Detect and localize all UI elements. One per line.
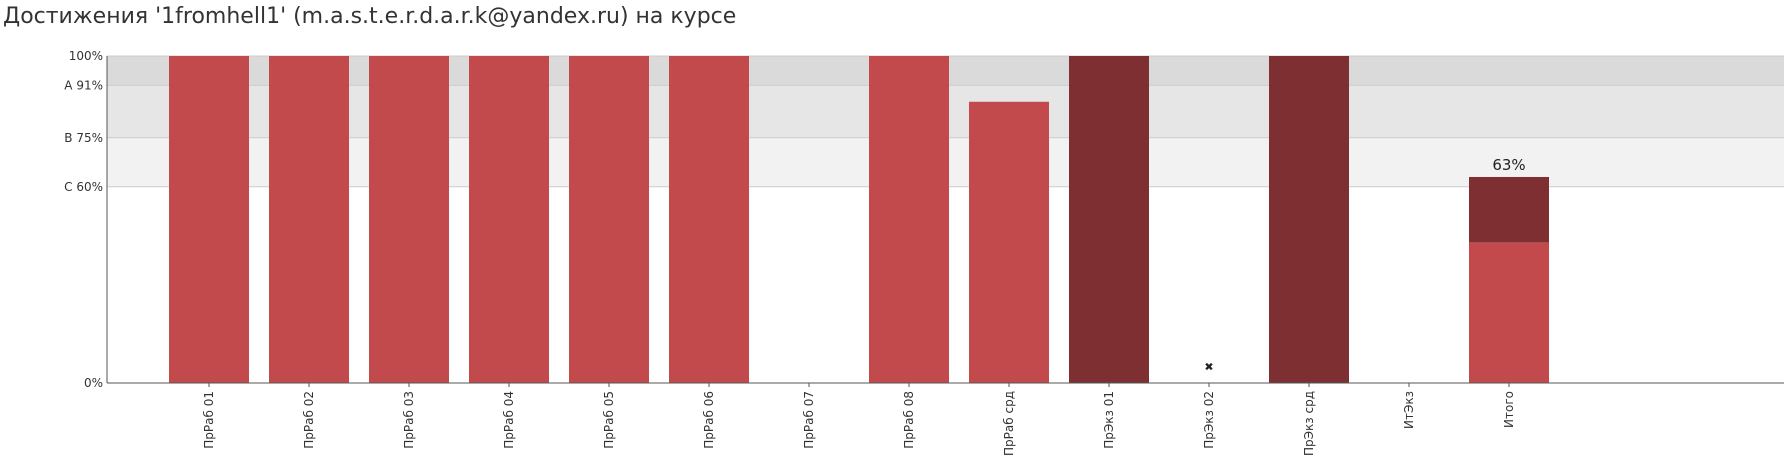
bar bbox=[269, 56, 349, 383]
bar bbox=[1469, 242, 1549, 383]
x-tick-label: Итого bbox=[1502, 391, 1516, 428]
x-tick-label: ИтЭкз bbox=[1402, 391, 1416, 429]
y-tick-label: C 60% bbox=[64, 180, 103, 194]
x-tick-label: ПрЭкз 01 bbox=[1102, 391, 1116, 449]
x-tick-label: ПрРаб 03 bbox=[402, 391, 416, 449]
y-tick-label: A 91% bbox=[64, 78, 103, 92]
bar bbox=[1269, 56, 1349, 383]
bar bbox=[869, 56, 949, 383]
x-tick-label: ПрРаб 02 bbox=[302, 391, 316, 449]
y-tick-label: B 75% bbox=[64, 131, 103, 145]
bar bbox=[469, 56, 549, 383]
bar bbox=[1469, 176, 1549, 243]
bar bbox=[969, 101, 1049, 383]
bar bbox=[569, 56, 649, 383]
x-tick-label: ПрЭкз срд bbox=[1302, 391, 1316, 456]
x-tick-label: ПрРаб 01 bbox=[202, 391, 216, 449]
bar bbox=[169, 56, 249, 383]
x-tick-label: ПрЭкз 02 bbox=[1202, 391, 1216, 449]
x-tick-label: ПрРаб 05 bbox=[602, 391, 616, 449]
missing-marker: ✖ bbox=[1204, 361, 1213, 374]
x-tick-label: ПрРаб 04 bbox=[502, 391, 516, 449]
x-tick-label: ПрРаб срд bbox=[1002, 391, 1016, 456]
x-tick-label: ПрРаб 08 bbox=[902, 391, 916, 449]
bar bbox=[669, 56, 749, 383]
y-tick-label: 100% bbox=[69, 49, 103, 63]
page-title: Достижения '1fromhell1' (m.a.s.t.e.r.d.a… bbox=[3, 4, 737, 29]
bar bbox=[369, 56, 449, 383]
bar bbox=[1069, 56, 1149, 383]
x-tick-label: ПрРаб 06 bbox=[702, 391, 716, 449]
x-tick-label: ПрРаб 07 bbox=[802, 391, 816, 449]
y-tick-label: 0% bbox=[84, 376, 103, 390]
data-label: 63% bbox=[1492, 156, 1525, 174]
